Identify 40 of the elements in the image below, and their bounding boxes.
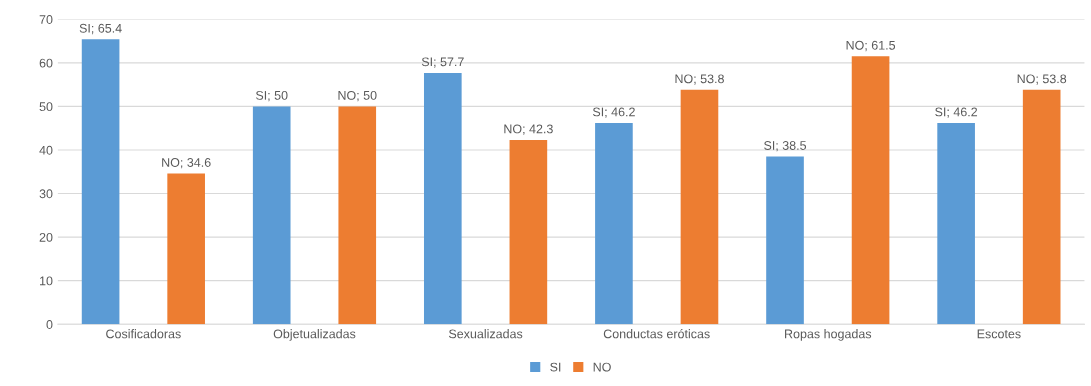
data-label: SI; 57.7 <box>421 57 464 68</box>
data-label: SI; 46.2 <box>592 107 635 118</box>
x-tick-label: Ropas hogadas <box>785 329 872 341</box>
x-tick-label: Cosificadoras <box>106 329 181 339</box>
bar <box>595 122 633 325</box>
legend-label: SI <box>550 362 561 372</box>
bar <box>423 72 462 325</box>
bar <box>766 156 804 325</box>
bar <box>851 56 890 325</box>
y-tick-label: 40 <box>39 145 53 155</box>
x-tick-label: Objetualizadas <box>273 329 356 341</box>
data-label: NO; 53.8 <box>675 74 724 85</box>
x-tick-label: Sexualizadas <box>448 329 523 339</box>
y-tick-label: 70 <box>39 15 53 24</box>
y-tick-label: 60 <box>39 58 53 68</box>
bar <box>509 139 548 325</box>
x-tick-label: Escotes <box>977 329 1021 339</box>
bar <box>338 106 377 325</box>
x-tick-label: Conductas eróticas <box>603 328 710 339</box>
data-label: NO; 61.5 <box>846 40 896 52</box>
y-tick-label: 0 <box>46 320 53 329</box>
data-label: SI; 38.5 <box>764 141 807 152</box>
y-tick-label: 50 <box>39 102 53 112</box>
data-label: NO; 53.8 <box>1017 74 1067 85</box>
y-tick-label: 10 <box>40 276 53 286</box>
data-label: SI; 46.2 <box>935 107 978 118</box>
y-tick-label: 30 <box>39 189 53 199</box>
bar <box>937 122 975 325</box>
legend-label: NO <box>593 362 611 372</box>
bar <box>252 106 291 325</box>
bar <box>167 173 205 325</box>
data-label: NO; 34.6 <box>162 158 211 169</box>
bar <box>81 39 120 325</box>
bar <box>680 89 719 325</box>
y-tick-label: 20 <box>39 232 53 242</box>
bar <box>1022 89 1061 325</box>
data-label: SI; 65.4 <box>79 23 122 35</box>
data-label: NO; 50 <box>338 90 377 102</box>
data-label: SI; 50 <box>255 90 288 102</box>
data-label: NO; 42.3 <box>504 124 553 135</box>
